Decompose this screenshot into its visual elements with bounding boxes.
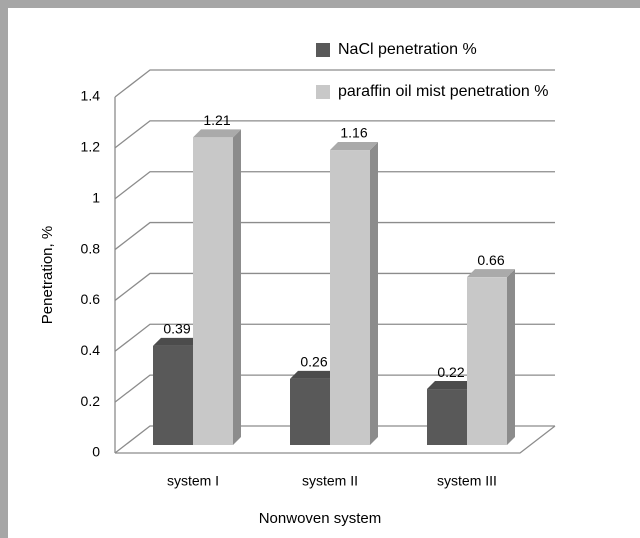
bar <box>467 277 507 445</box>
x-tick-label: system I <box>167 473 219 489</box>
grid-line <box>114 425 555 454</box>
bar-top <box>290 370 338 379</box>
data-label: 0.39 <box>163 321 190 337</box>
legend-swatch <box>316 43 330 57</box>
legend-label: paraffin oil mist penetration % <box>338 83 548 100</box>
data-label: 0.66 <box>477 252 504 268</box>
bar <box>330 150 370 445</box>
y-tick-label: 0.6 <box>81 291 101 307</box>
y-axis-title: Penetration, % <box>39 226 56 324</box>
bar-side <box>507 269 515 445</box>
grid-line <box>114 69 555 98</box>
bar-top <box>330 142 378 151</box>
y-tick-label: 0.2 <box>81 393 101 409</box>
data-label: 1.21 <box>203 112 230 128</box>
bar <box>290 378 330 445</box>
bar-top <box>193 129 241 138</box>
legend-label: NaCl penetration % <box>338 41 477 58</box>
y-tick-label: 1.2 <box>81 139 101 155</box>
grid-line <box>114 221 555 251</box>
bar <box>427 389 467 445</box>
bar-side <box>370 142 378 445</box>
x-tick-label: system III <box>437 473 497 489</box>
grid-line <box>114 272 555 301</box>
data-label: 1.16 <box>340 125 367 141</box>
bar-top <box>467 269 515 278</box>
legend-swatch <box>316 85 330 99</box>
y-tick-label: 0 <box>92 444 100 460</box>
x-tick-label: system II <box>302 473 358 489</box>
bar <box>193 137 233 446</box>
grid-line <box>114 374 555 403</box>
grid-line <box>114 120 555 149</box>
grid-line <box>114 323 555 352</box>
y-tick-label: 1.4 <box>81 88 101 104</box>
data-label: 0.26 <box>300 354 327 370</box>
y-tick-label: 0.4 <box>81 342 101 358</box>
x-axis-title: Nonwoven system <box>259 510 382 527</box>
bar-top <box>427 381 475 390</box>
y-tick-label: 0.8 <box>81 240 101 256</box>
data-label: 0.22 <box>437 364 464 380</box>
bar-side <box>233 129 241 446</box>
floor-edge <box>115 425 556 454</box>
y-tick-label: 1 <box>92 189 100 205</box>
grid-line <box>114 171 555 200</box>
bar-top <box>153 337 201 346</box>
bar <box>153 345 193 445</box>
